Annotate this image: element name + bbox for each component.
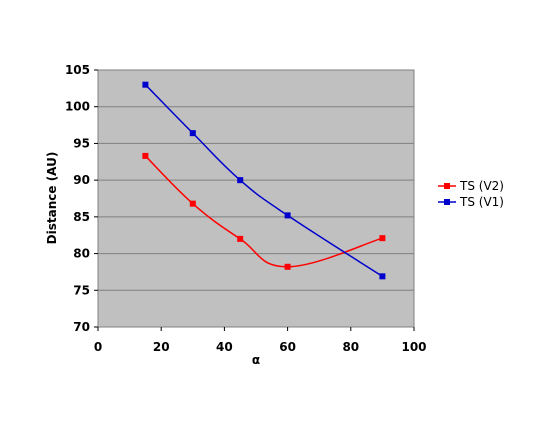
y-tick-label: 75 bbox=[73, 283, 90, 297]
series-group bbox=[142, 81, 386, 280]
y-tick-label: 85 bbox=[73, 210, 90, 224]
x-tick-labels: 0 20 40 60 80 100 bbox=[94, 327, 427, 354]
plot-border bbox=[97, 69, 415, 328]
data-point bbox=[189, 200, 196, 207]
legend-swatch-marker bbox=[444, 183, 450, 189]
x-tick-label: 100 bbox=[401, 340, 426, 354]
y-tick-label: 95 bbox=[73, 136, 90, 150]
data-point bbox=[284, 212, 291, 219]
legend-label: TS (V1) bbox=[459, 195, 504, 209]
x-tick-label: 0 bbox=[94, 340, 102, 354]
y-tick-label: 70 bbox=[73, 320, 90, 334]
plot-area bbox=[98, 70, 414, 327]
y-tick-label: 105 bbox=[65, 63, 90, 77]
x-tick-label: 20 bbox=[153, 340, 170, 354]
x-tick-label: 40 bbox=[216, 340, 233, 354]
data-point bbox=[237, 235, 244, 242]
y-tick-labels: 70 75 80 85 90 95 100 105 bbox=[65, 63, 98, 334]
y-tick-label: 90 bbox=[73, 173, 90, 187]
data-point bbox=[284, 263, 291, 270]
x-tick-label: 60 bbox=[279, 340, 296, 354]
data-point bbox=[189, 130, 196, 137]
data-point bbox=[142, 152, 149, 159]
legend-label: TS (V2) bbox=[459, 179, 504, 193]
x-axis-title: α bbox=[252, 353, 260, 367]
x-tick-label: 80 bbox=[342, 340, 359, 354]
legend: TS (V2) TS (V1) bbox=[438, 179, 504, 209]
y-axis-title: Distance (AU) bbox=[45, 152, 59, 245]
data-point bbox=[237, 177, 244, 184]
axes bbox=[97, 69, 415, 328]
data-point bbox=[379, 273, 386, 280]
y-tick-label: 80 bbox=[73, 247, 90, 261]
data-point bbox=[142, 81, 149, 88]
y-tick-label: 100 bbox=[65, 100, 90, 114]
data-point bbox=[379, 235, 386, 242]
legend-swatch-marker bbox=[444, 199, 450, 205]
